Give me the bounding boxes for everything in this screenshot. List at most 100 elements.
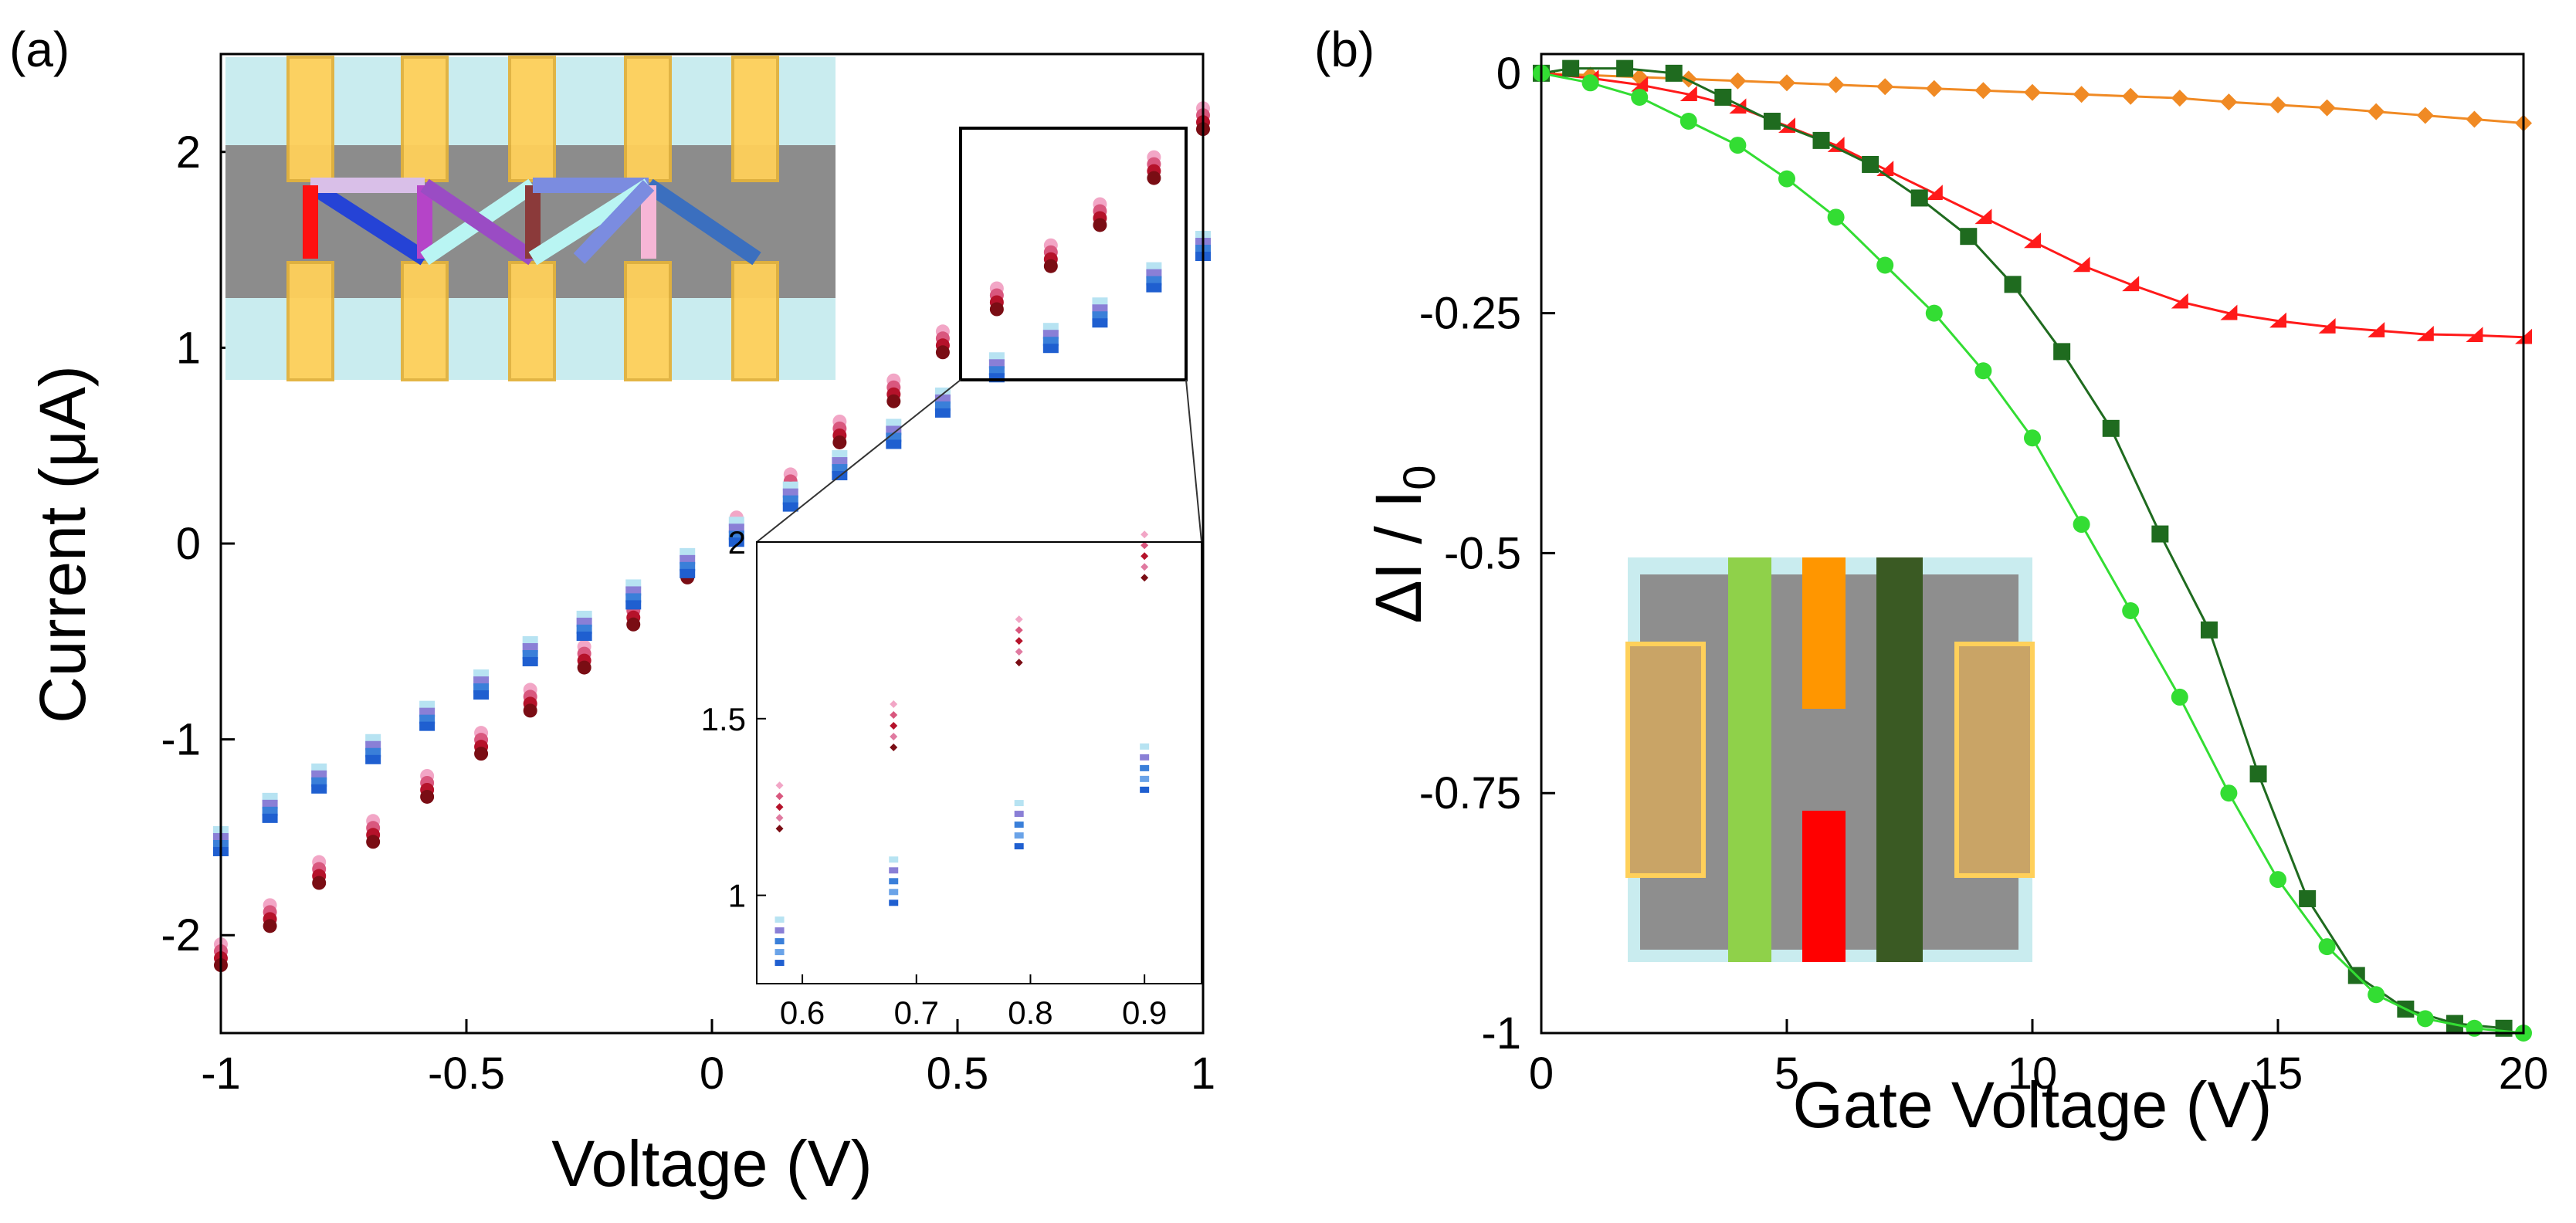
series-marker-red — [1631, 76, 1649, 92]
x-tick-label-b: 0 — [1529, 1049, 1554, 1099]
x-tick-label-a: 0 — [700, 1049, 724, 1099]
series-marker-dark-green — [1714, 88, 1732, 106]
series-marker-dark-green — [1562, 59, 1580, 77]
x-tick-label-a: 1 — [1191, 1049, 1215, 1099]
data-point-a — [419, 721, 436, 731]
inset-point-red — [890, 732, 898, 740]
inset-point-blue — [774, 949, 785, 956]
series-marker-light-green — [1729, 137, 1747, 154]
inset-point-blue — [774, 960, 785, 967]
series-marker-red — [2416, 325, 2434, 341]
inset-point-red — [1141, 574, 1149, 582]
inset-point-red — [775, 814, 784, 822]
y-tick-label-b: 0 — [1496, 49, 1521, 99]
inset-frame — [756, 541, 1202, 984]
panel-label-a: (a) — [9, 22, 69, 77]
inset-point-red — [775, 792, 784, 801]
inset-y-tick-label: 1 — [728, 878, 746, 914]
series-marker-dark-green — [2299, 889, 2317, 907]
data-point-a — [576, 632, 592, 642]
data-point-a — [886, 439, 902, 449]
series-marker-red — [2318, 318, 2336, 334]
series-marker-red — [1974, 208, 1992, 225]
inset-point-blue — [1140, 754, 1150, 761]
inset-x-tick-label: 0.8 — [1008, 994, 1052, 1031]
series-marker-dark-green — [1862, 155, 1879, 173]
x-tick-label-b: 5 — [1774, 1049, 1799, 1099]
x-tick-label-b: 20 — [2499, 1049, 2549, 1099]
series-marker-dark-green — [1763, 113, 1781, 130]
data-point-a — [1147, 171, 1161, 185]
series-marker-dark-green — [1665, 64, 1683, 82]
inset-point-red — [775, 825, 784, 833]
inset-point-red — [890, 743, 898, 751]
series-marker-red — [2073, 256, 2090, 273]
series-marker-orange — [2269, 96, 2286, 113]
y-tick-label-a: -2 — [161, 910, 201, 960]
inset-x-tick-label: 0.7 — [894, 994, 939, 1031]
y-tick-label-a: -1 — [161, 715, 201, 765]
data-point-a — [935, 345, 950, 360]
x-tick-label-b: 10 — [2008, 1049, 2058, 1099]
inset-point-red — [1015, 637, 1023, 645]
x-axis-label-b: Gate Voltage (V) — [1792, 1069, 2272, 1141]
inset-y-tick-label: 1.5 — [701, 701, 746, 737]
series-marker-red — [1827, 137, 1845, 152]
data-point-a — [1042, 344, 1059, 354]
series-marker-light-green — [2122, 602, 2140, 620]
x-tick-label-b: 15 — [2253, 1049, 2303, 1099]
x-tick-label-a: 0.5 — [927, 1049, 989, 1099]
data-point-a — [523, 703, 537, 718]
inset-point-blue — [1140, 743, 1150, 750]
data-point-a — [1093, 218, 1107, 232]
inset-point-blue — [889, 878, 899, 885]
device-schematic-b — [1625, 557, 2035, 962]
series-marker-light-green — [1778, 170, 1795, 188]
data-point-a — [473, 690, 490, 700]
inset-point-red — [1015, 648, 1023, 656]
inset-point-blue — [889, 867, 899, 874]
series-marker-red — [2024, 232, 2041, 249]
series-marker-orange — [2024, 83, 2041, 101]
inset-point-red — [1015, 659, 1023, 667]
y-axis-label-a: Current (μA) — [26, 365, 99, 723]
inset-y-tick-label: 2 — [728, 524, 746, 561]
y-tick-label-b: -1 — [1481, 1008, 1521, 1059]
data-point-a — [1092, 318, 1108, 328]
series-marker-dark-green — [2102, 419, 2120, 437]
data-point-a — [1146, 283, 1162, 293]
inset-x-tick-label: 0.9 — [1122, 994, 1167, 1031]
inset-point-red — [775, 803, 784, 811]
inset-point-blue — [774, 927, 785, 934]
series-marker-orange — [2122, 87, 2140, 105]
series-marker-dark-green — [1960, 228, 1978, 246]
series-marker-dark-green — [1616, 59, 1634, 77]
series-marker-red — [2171, 293, 2188, 309]
series-marker-light-green — [2269, 871, 2286, 889]
inset-point-red — [1015, 615, 1023, 624]
series-marker-orange — [2073, 86, 2090, 103]
series-marker-red — [1679, 86, 1697, 102]
series-marker-orange — [1876, 78, 1894, 96]
series-marker-red — [1729, 98, 1747, 114]
inset-point-red — [775, 781, 784, 790]
data-point-a — [1043, 259, 1058, 273]
series-marker-orange — [1827, 76, 1845, 93]
series-marker-red — [2466, 327, 2483, 343]
inset-point-blue — [1140, 764, 1150, 771]
series-marker-orange — [2220, 93, 2238, 111]
inset-point-blue — [1014, 811, 1024, 818]
inset-point-blue — [1140, 786, 1150, 793]
series-marker-red — [1925, 185, 1943, 201]
inset-point-blue — [774, 916, 785, 923]
series-marker-orange — [1679, 70, 1697, 88]
series-marker-red — [2220, 304, 2238, 320]
y-tick-label-b: -0.75 — [1419, 768, 1521, 818]
inset-point-red — [1141, 563, 1149, 571]
series-marker-dark-green — [1910, 189, 1928, 207]
series-marker-orange — [2466, 110, 2483, 128]
series-marker-light-green — [2171, 688, 2188, 706]
x-tick-label-a: -1 — [201, 1049, 241, 1099]
series-marker-orange — [2171, 90, 2188, 107]
